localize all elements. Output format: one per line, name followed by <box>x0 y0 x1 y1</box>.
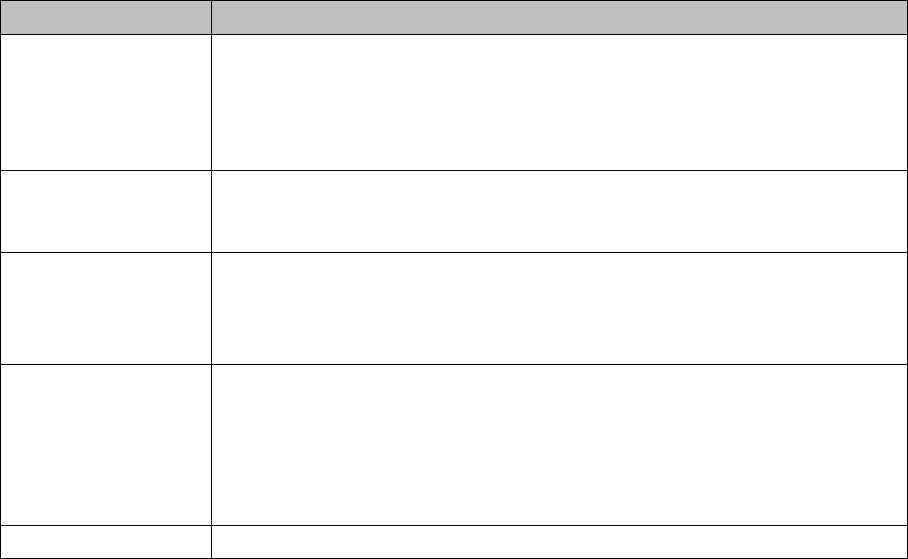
table-cell <box>212 253 907 364</box>
table-row <box>1 365 907 526</box>
table-header-row <box>1 1 907 35</box>
table-cell <box>1 171 212 252</box>
table-cell <box>212 35 907 170</box>
table-cell <box>212 365 907 525</box>
table-cell <box>1 365 212 525</box>
header-cell <box>212 1 907 34</box>
table-cell <box>212 526 907 558</box>
header-cell <box>1 1 212 34</box>
table-cell <box>1 526 212 558</box>
table-cell <box>1 35 212 170</box>
table-cell <box>1 253 212 364</box>
table-cell <box>212 171 907 252</box>
table-row <box>1 171 907 253</box>
table-row <box>1 35 907 171</box>
table-row <box>1 253 907 365</box>
table-row <box>1 526 907 558</box>
